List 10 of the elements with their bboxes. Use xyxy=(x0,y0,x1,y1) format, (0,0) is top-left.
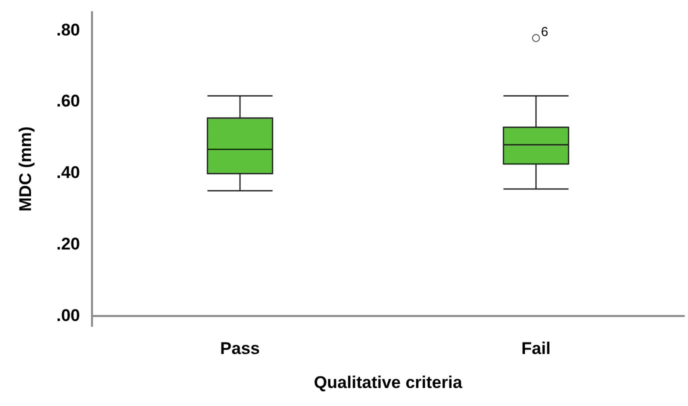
y-tick-label: .40 xyxy=(56,163,80,182)
y-axis-title: MDC (mm) xyxy=(16,126,35,212)
annotation: 6 xyxy=(541,24,548,40)
x-tick-label: Fail xyxy=(521,339,551,358)
x-axis-title: Qualitative criteria xyxy=(314,373,463,392)
x-tick-label: Pass xyxy=(220,339,260,358)
y-tick-label: .00 xyxy=(56,306,80,325)
y-tick-label: .80 xyxy=(56,20,80,40)
y-tick-label: .60 xyxy=(56,92,80,111)
y-tick-label: .20 xyxy=(56,234,80,254)
